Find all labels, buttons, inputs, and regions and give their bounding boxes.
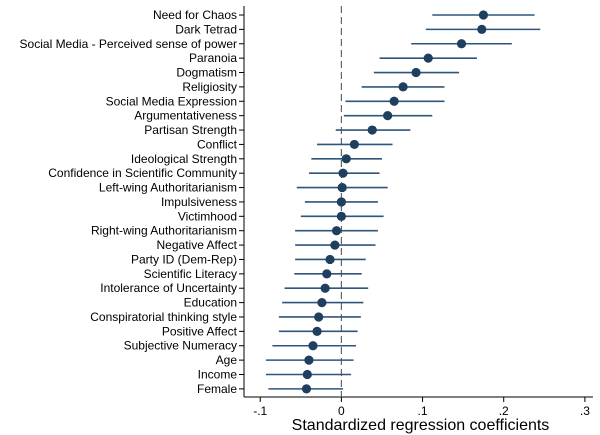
point-estimate (330, 240, 340, 250)
point-estimate (302, 369, 312, 380)
category-label: Victimhood (178, 209, 237, 223)
point-estimate (301, 384, 312, 394)
x-tick-label: -.1 (253, 404, 267, 418)
point-estimate (308, 341, 318, 351)
point-estimate (338, 168, 348, 178)
point-estimate (341, 154, 351, 164)
category-label: Income (198, 368, 238, 382)
category-label: Positive Affect (162, 324, 238, 338)
category-label: Subjective Numeracy (124, 339, 237, 353)
point-estimate (322, 269, 332, 279)
point-estimate (411, 67, 421, 78)
point-estimate (478, 10, 489, 20)
category-label: Social Media Expression (106, 94, 237, 108)
point-estimate (304, 355, 314, 365)
point-estimate (477, 24, 487, 34)
point-estimate (423, 53, 433, 63)
point-estimate (336, 197, 346, 207)
point-estimate (383, 111, 393, 121)
point-estimate (398, 82, 408, 92)
point-estimate (456, 39, 467, 49)
point-estimate (312, 326, 322, 336)
category-label: Social Media - Perceived sense of power (20, 37, 237, 51)
point-estimates (301, 10, 489, 394)
point-estimate (325, 254, 335, 265)
category-label: Ideological Strength (131, 152, 237, 166)
category-label: Age (216, 353, 238, 367)
category-label: Conspiratorial thinking style (90, 310, 237, 324)
category-label: Partisan Strength (144, 123, 237, 137)
point-estimate (349, 139, 359, 150)
category-label: Need for Chaos (153, 8, 237, 22)
category-label: Female (197, 382, 237, 396)
category-label: Dark Tetrad (175, 22, 237, 36)
category-label: Left-wing Authoritarianism (99, 181, 237, 195)
x-tick-label: .2 (499, 404, 509, 418)
point-estimate (336, 211, 346, 221)
x-axis-title: Standardized regression coefficients (292, 417, 550, 434)
category-label: Party ID (Dem-Rep) (131, 252, 237, 266)
category-label: Right-wing Authoritarianism (91, 224, 237, 238)
x-axis-ticks: -.1 0 .1 .2 .3 (253, 397, 590, 418)
x-tick-label: .1 (418, 404, 428, 418)
category-label: Scientific Literacy (144, 267, 237, 281)
category-label: Confidence in Scientific Community (48, 166, 237, 180)
point-estimate (331, 226, 342, 236)
point-estimate (389, 96, 399, 106)
category-label: Conflict (197, 137, 238, 151)
category-label: Paranoia (189, 51, 237, 65)
point-estimate (314, 312, 324, 322)
category-label: Argumentativeness (134, 109, 237, 123)
x-tick-label: .3 (580, 404, 590, 418)
category-label: Negative Affect (157, 238, 238, 252)
point-estimate (337, 182, 347, 193)
point-estimate (317, 298, 327, 308)
x-tick-label: 0 (338, 404, 345, 418)
point-estimate (367, 125, 377, 135)
category-label: Dogmatism (176, 66, 237, 80)
category-label: Religiosity (182, 80, 237, 94)
category-label: Impulsiveness (161, 195, 237, 209)
category-label: Intolerance of Uncertainty (100, 281, 237, 295)
point-estimate (320, 283, 330, 293)
category-label: Education (184, 296, 237, 310)
